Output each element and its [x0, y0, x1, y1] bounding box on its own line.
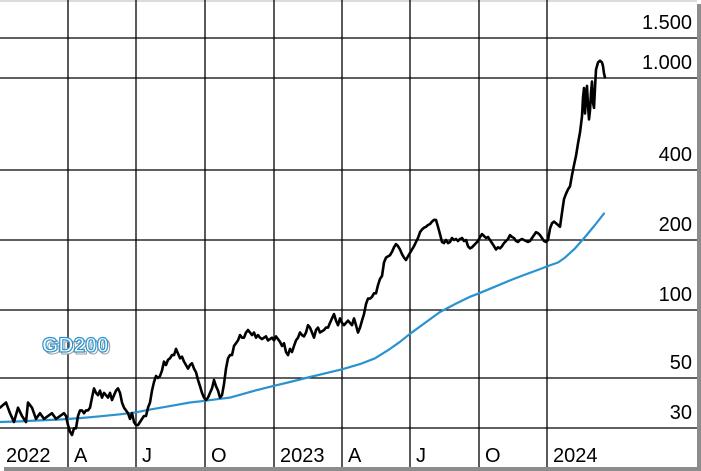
y-tick-label: 1.000 [642, 52, 692, 74]
x-tick-label: 2023 [280, 445, 325, 467]
legend-label-shadow: GD200 [44, 336, 111, 359]
y-tick-label: 200 [659, 214, 692, 236]
x-tick-label: J [142, 445, 152, 467]
x-axis-labels: 2022 A J O 2023 A J O 2024 [6, 445, 598, 467]
frame-top-edge [0, 0, 697, 2]
price-line [0, 59, 607, 437]
y-tick-label: 50 [670, 352, 692, 374]
x-tick-label: A [348, 445, 362, 467]
frame-shadow-bottom [4, 467, 701, 471]
y-tick-label: 100 [659, 284, 692, 306]
gd200-line [0, 212, 606, 424]
y-tick-label: 30 [670, 402, 692, 424]
y-axis-labels: 1.500 1.000 400 200 100 50 30 [642, 12, 692, 424]
chart-series [0, 59, 607, 437]
x-tick-label: O [211, 445, 227, 467]
x-tick-label: 2022 [6, 445, 51, 467]
x-tick-label: A [74, 445, 88, 467]
legend-label-gd200: GD200 [42, 334, 109, 357]
x-tick-label: 2024 [553, 445, 598, 467]
y-tick-label: 400 [659, 144, 692, 166]
frame-shadow-right [697, 4, 701, 471]
x-tick-label: J [416, 445, 426, 467]
y-tick-label: 1.500 [642, 12, 692, 34]
x-tick-label: O [485, 445, 501, 467]
